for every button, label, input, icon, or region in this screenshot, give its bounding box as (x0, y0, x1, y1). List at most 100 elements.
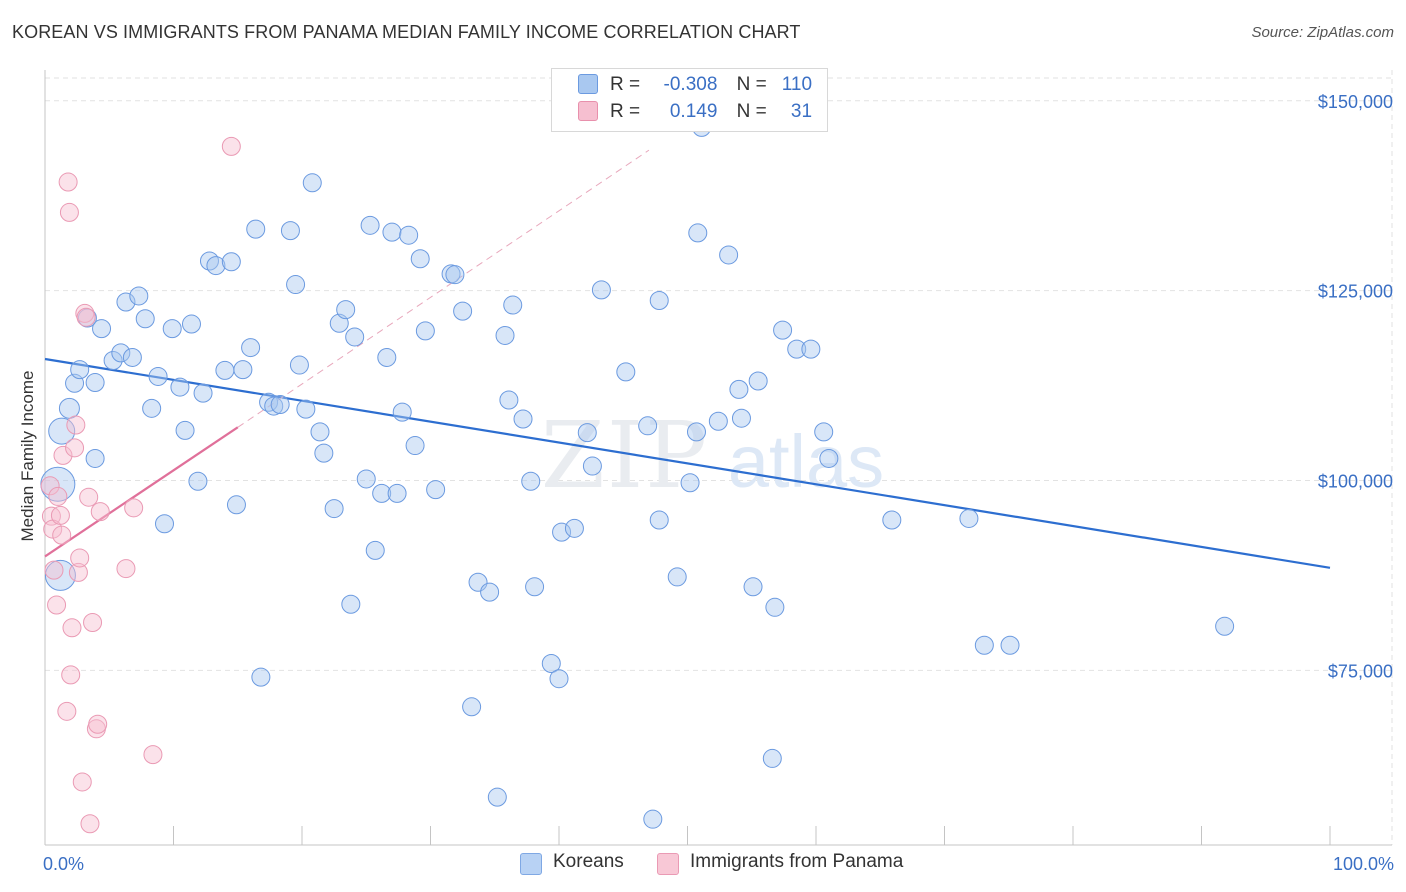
data-point-koreans (70, 360, 90, 380)
data-point-koreans (729, 379, 749, 399)
data-point-panama (47, 595, 67, 615)
legend-stats-koreans: R = -0.308 N = 110 (610, 74, 812, 96)
data-point-koreans (743, 577, 763, 597)
data-point-koreans (188, 471, 208, 491)
data-point-koreans (974, 635, 994, 655)
data-point-koreans (215, 360, 235, 380)
data-point-koreans (499, 390, 519, 410)
data-point-panama (53, 445, 73, 465)
data-point-panama (124, 498, 144, 518)
data-point-koreans (170, 377, 190, 397)
data-point-koreans (181, 314, 201, 334)
data-point-koreans (286, 275, 306, 295)
y-tick-label: $125,000 (1318, 282, 1393, 302)
data-point-koreans (122, 347, 142, 367)
watermark-zip: ZIP (541, 402, 709, 509)
data-point-koreans (221, 252, 241, 272)
y-tick-labels: $75,000 $100,000 $125,000 $150,000 (1318, 92, 1393, 682)
data-point-koreans (410, 249, 430, 269)
data-point-koreans (377, 347, 397, 367)
data-point-panama (52, 525, 72, 545)
data-point-koreans (564, 518, 584, 538)
data-point-koreans (162, 319, 182, 339)
data-point-koreans (314, 443, 334, 463)
data-point-koreans (324, 499, 344, 519)
n-value: 110 (781, 74, 813, 95)
data-point-koreans (372, 483, 392, 503)
n-label: N = (736, 74, 767, 95)
data-point-koreans (246, 219, 266, 239)
data-point-koreans (310, 422, 330, 442)
data-point-koreans (175, 420, 195, 440)
data-point-panama (221, 136, 241, 156)
data-point-panama (50, 505, 70, 525)
trend-lines (44, 149, 1331, 569)
data-point-panama (79, 487, 99, 507)
data-point-koreans (116, 292, 136, 312)
legend-stats-panama: R = 0.149 N = 31 (610, 101, 812, 123)
data-point-koreans (503, 295, 523, 315)
data-point-koreans (148, 366, 168, 386)
data-point-koreans (819, 448, 839, 468)
chart-title: KOREAN VS IMMIGRANTS FROM PANAMA MEDIAN … (12, 22, 801, 42)
data-point-panama (65, 438, 85, 458)
legend-swatch-koreans (578, 74, 598, 94)
data-point-panama (68, 562, 88, 582)
data-point-koreans (686, 422, 706, 442)
data-point-panama (40, 476, 60, 496)
data-point-koreans (787, 339, 807, 359)
data-point-koreans (280, 221, 300, 241)
data-point-koreans (48, 417, 76, 445)
data-point-koreans (667, 567, 687, 587)
data-point-panama (59, 202, 79, 222)
data-point-koreans (387, 483, 407, 503)
n-value: 31 (790, 101, 813, 122)
data-point-koreans (241, 338, 261, 358)
data-point-koreans (296, 399, 316, 419)
data-point-koreans (591, 280, 611, 300)
data-point-koreans (1215, 616, 1235, 636)
data-point-koreans (649, 510, 669, 530)
trend-line-panama (44, 426, 239, 558)
data-point-panama (88, 714, 108, 734)
correlation-legend: R = -0.308 N = 110 R = 0.149 N = 31 (551, 68, 828, 132)
data-point-koreans (135, 309, 155, 329)
data-point-panama (48, 486, 68, 506)
data-point-panama (61, 665, 81, 685)
y-tick-label: $75,000 (1328, 661, 1393, 681)
data-point-koreans (708, 411, 728, 431)
y-tick-label: $100,000 (1318, 471, 1393, 491)
data-point-panama (44, 560, 64, 580)
data-point-panama (143, 745, 163, 765)
data-point-koreans (649, 291, 669, 311)
r-label: R = (610, 101, 641, 122)
axes (44, 70, 1392, 846)
legend-label-koreans: Koreans (553, 851, 624, 872)
data-point-koreans (129, 286, 149, 306)
data-point-koreans (719, 245, 739, 265)
data-point-koreans (762, 748, 782, 768)
trend-line-extension (237, 149, 650, 428)
legend-label-panama: Immigrants from Panama (690, 851, 904, 872)
data-point-koreans (103, 350, 123, 370)
data-point-koreans (882, 510, 902, 530)
data-point-panama (76, 307, 96, 327)
data-point-koreans (226, 495, 246, 515)
data-point-koreans (365, 540, 385, 560)
data-point-koreans (495, 325, 515, 345)
data-point-koreans (541, 654, 561, 674)
data-point-koreans (85, 373, 105, 393)
data-point-koreans (680, 473, 700, 493)
data-point-koreans (801, 339, 821, 359)
data-point-koreans (85, 448, 105, 468)
data-point-koreans (582, 456, 602, 476)
data-point-koreans (521, 471, 541, 491)
data-point-koreans (233, 360, 253, 380)
data-point-koreans (142, 398, 162, 418)
data-point-koreans (765, 597, 785, 617)
data-point-koreans (445, 265, 465, 285)
data-point-koreans (341, 594, 361, 614)
data-point-koreans (259, 392, 279, 412)
data-point-koreans (643, 809, 663, 829)
